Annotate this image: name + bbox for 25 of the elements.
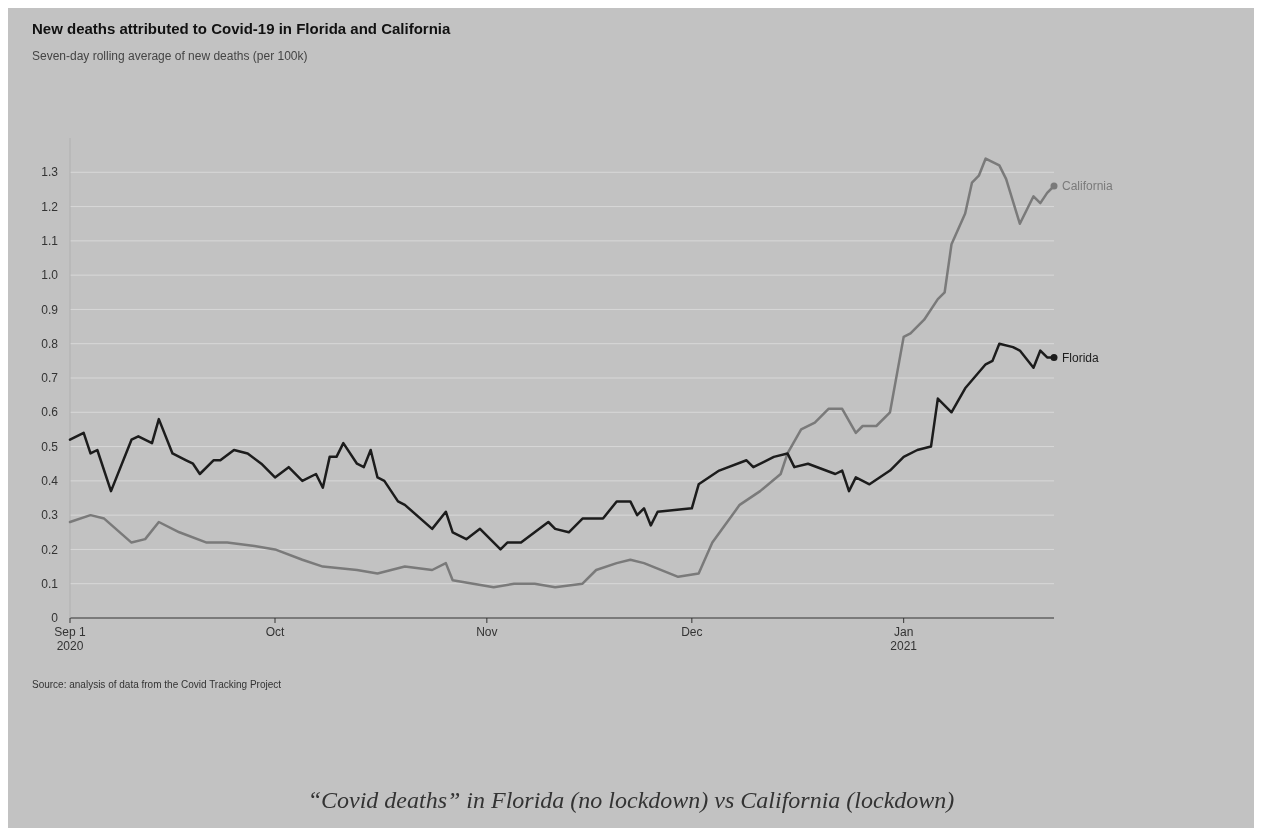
x-tick-label: Oct xyxy=(265,625,285,639)
x-tick-label: Sep 1 2020 xyxy=(54,625,87,653)
series-label: Florida xyxy=(1062,350,1100,365)
y-tick-label: 0.6 xyxy=(41,405,59,420)
y-tick-label: 1.3 xyxy=(41,165,59,180)
y-tick-label: 0.9 xyxy=(41,302,59,317)
y-tick-label: 0.2 xyxy=(41,542,59,557)
y-tick-label: 0 xyxy=(51,611,59,626)
x-tick-label: Dec xyxy=(681,625,703,639)
y-tick-label: 0.8 xyxy=(41,336,59,351)
y-tick-label: 1.1 xyxy=(41,234,59,249)
chart-title: New deaths attributed to Covid-19 in Florida and California xyxy=(32,20,452,37)
chart-subtitle: Seven-day rolling average of new deaths (per 100k) xyxy=(32,49,308,63)
x-tick-label: Nov xyxy=(476,625,498,639)
y-tick-label: 1.2 xyxy=(41,199,59,214)
source-note: Source: analysis of data from the Covid Tracking Project xyxy=(32,679,282,690)
y-tick-label: 0.1 xyxy=(41,576,59,591)
y-tick-label: 0.7 xyxy=(41,371,59,386)
text: “Covid deaths” in Florida (no lockdown) vs California (lockdown) xyxy=(307,787,955,813)
y-tick-label: 0.5 xyxy=(41,439,59,454)
y-tick-label: 1.0 xyxy=(41,268,59,283)
y-tick-label: 0.4 xyxy=(41,474,59,489)
x-tick-label: Jan 2021 xyxy=(890,625,918,653)
y-tick-label: 0.3 xyxy=(41,508,59,523)
series-label: California xyxy=(1062,179,1114,194)
